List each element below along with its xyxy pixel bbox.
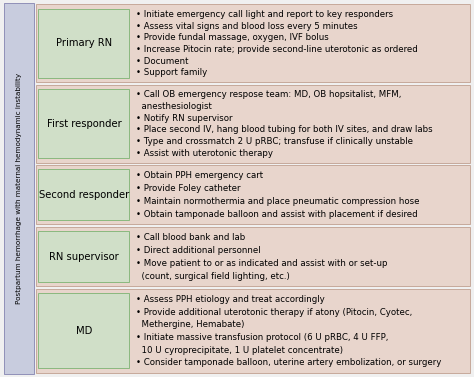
Text: • Consider tamponade balloon, uterine artery embolization, or surgery: • Consider tamponade balloon, uterine ar… [136,358,441,367]
Text: • Initiate massive transfusion protocol (6 U pRBC, 4 U FFP,: • Initiate massive transfusion protocol … [136,333,388,342]
Text: • Assist with uterotonic therapy: • Assist with uterotonic therapy [136,149,273,158]
Text: • Call OB emergency respose team: MD, OB hopsitalist, MFM,: • Call OB emergency respose team: MD, OB… [136,90,401,100]
Text: • Support family: • Support family [136,68,207,77]
Text: • Document: • Document [136,57,188,66]
Text: • Maintain normothermia and place pneumatic compression hose: • Maintain normothermia and place pneuma… [136,197,419,206]
Text: Second responder: Second responder [39,190,129,200]
FancyBboxPatch shape [38,293,129,368]
Text: • Call blood bank and lab: • Call blood bank and lab [136,233,245,242]
Text: Postpartum hemorrhage with maternal hemodynamic instability: Postpartum hemorrhage with maternal hemo… [16,73,22,304]
Text: RN supervisor: RN supervisor [49,251,119,262]
FancyBboxPatch shape [36,288,470,373]
FancyBboxPatch shape [36,84,470,162]
Text: • Direct additional personnel: • Direct additional personnel [136,246,260,255]
Text: anesthesiologist: anesthesiologist [136,102,211,111]
Text: MD: MD [76,326,92,336]
Text: • Type and crossmatch 2 U pRBC; transfuse if clinically unstable: • Type and crossmatch 2 U pRBC; transfus… [136,137,412,146]
FancyBboxPatch shape [36,227,470,286]
Text: • Provide additional uterotonic therapy if atony (Pitocin, Cyotec,: • Provide additional uterotonic therapy … [136,308,412,317]
FancyBboxPatch shape [38,169,129,220]
Text: (count, surgical field lighting, etc.): (count, surgical field lighting, etc.) [136,271,289,280]
FancyBboxPatch shape [38,89,129,158]
Text: • Assess vital signs and blood loss every 5 minutes: • Assess vital signs and blood loss ever… [136,21,357,31]
Text: • Move patient to or as indicated and assist with or set-up: • Move patient to or as indicated and as… [136,259,387,268]
FancyBboxPatch shape [38,231,129,282]
Text: First responder: First responder [46,119,121,129]
Text: Primary RN: Primary RN [56,38,112,48]
Text: • Initiate emergency call light and report to key responders: • Initiate emergency call light and repo… [136,10,392,19]
FancyBboxPatch shape [36,165,470,224]
Text: • Obtain PPH emergency cart: • Obtain PPH emergency cart [136,171,263,180]
Text: • Assess PPH etiology and treat accordingly: • Assess PPH etiology and treat accordin… [136,295,324,304]
FancyBboxPatch shape [4,3,34,374]
Text: 10 U cyroprecipitate, 1 U platelet concentrate): 10 U cyroprecipitate, 1 U platelet conce… [136,346,343,355]
Text: • Obtain tamponade balloon and assist with placement if desired: • Obtain tamponade balloon and assist wi… [136,210,417,219]
Text: • Place second IV, hang blood tubing for both IV sites, and draw labs: • Place second IV, hang blood tubing for… [136,125,432,134]
Text: • Notify RN supervisor: • Notify RN supervisor [136,113,232,123]
Text: • Provide Foley catheter: • Provide Foley catheter [136,184,240,193]
Text: Methergine, Hemabate): Methergine, Hemabate) [136,320,244,329]
Text: • Increase Pitocin rate; provide second-line uterotonic as ordered: • Increase Pitocin rate; provide second-… [136,45,417,54]
Text: • Provide fundal massage, oxygen, IVF bolus: • Provide fundal massage, oxygen, IVF bo… [136,33,328,42]
FancyBboxPatch shape [38,9,129,78]
FancyBboxPatch shape [36,4,470,82]
